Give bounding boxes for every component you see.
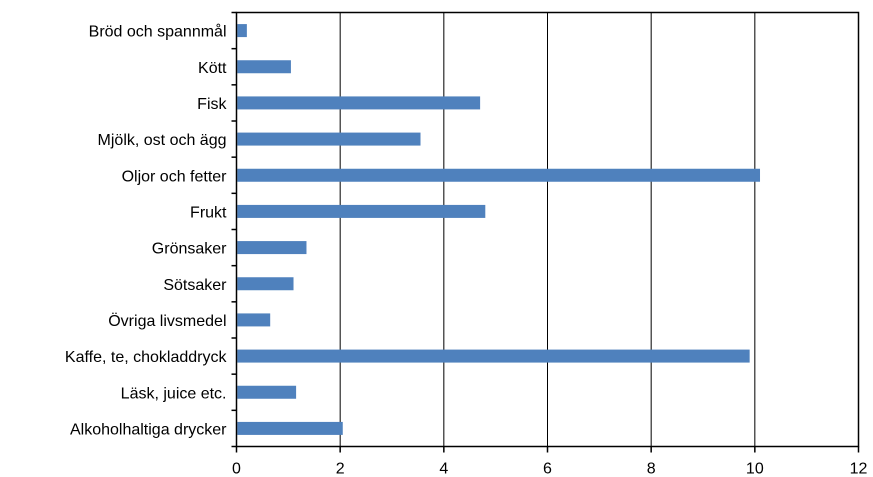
x-tick-label: 4: [439, 461, 448, 477]
x-tick-label: 12: [850, 461, 868, 477]
x-tick-label: 0: [232, 461, 241, 477]
x-axis-labels: 0 2 4 6 8 10 12: [232, 461, 867, 477]
category-label: Kaffe, te, chokladdryck: [65, 349, 228, 366]
bar: [237, 277, 294, 291]
category-label: Läsk, juice etc.: [121, 385, 227, 402]
bar: [237, 421, 343, 435]
category-label: Alkoholhaltiga drycker: [70, 421, 227, 438]
category-label: Sötsaker: [163, 277, 227, 294]
bar: [237, 24, 247, 38]
bar: [237, 241, 307, 255]
x-tick-label: 8: [647, 461, 656, 477]
bar: [237, 132, 421, 146]
category-label: Grönsaker: [152, 241, 227, 258]
category-label: Mjölk, ost och ägg: [98, 132, 227, 149]
bar: [237, 96, 481, 110]
category-label: Bröd och spannmål: [89, 23, 227, 41]
bar: [237, 349, 750, 363]
category-label: Oljor och fetter: [122, 168, 228, 185]
x-tick-label: 2: [336, 461, 345, 477]
category-label: Kött: [198, 60, 227, 77]
bar: [237, 204, 486, 218]
bar: [237, 313, 271, 327]
category-label: Fisk: [197, 96, 227, 113]
y-axis-labels: Bröd och spannmål Kött Fisk Mjölk, ost och …: [65, 23, 228, 439]
x-axis-ticks: [235, 446, 860, 453]
category-label: Frukt: [190, 204, 227, 221]
bars: [237, 24, 761, 435]
category-label: Övriga livsmedel: [108, 312, 226, 330]
y-axis-ticks: [231, 11, 237, 448]
bar: [237, 168, 761, 182]
bar: [237, 60, 291, 74]
bar: [237, 385, 297, 399]
gridlines: [339, 12, 756, 447]
x-tick-label: 10: [746, 461, 764, 477]
x-tick-label: 6: [543, 461, 552, 477]
